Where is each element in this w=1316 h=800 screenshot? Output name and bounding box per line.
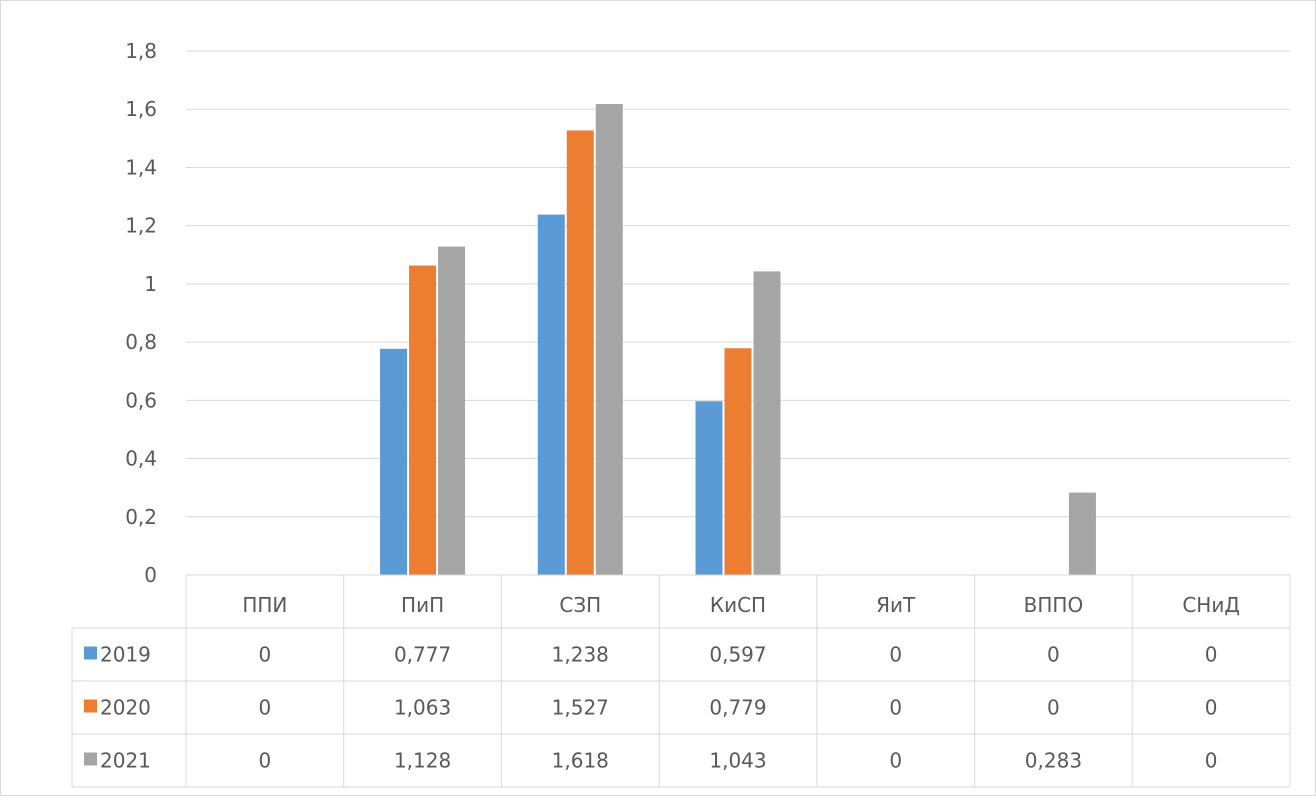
data-table-value: 0,283 [1025,749,1082,773]
bar-2020-СЗП [566,130,594,575]
x-category-label: СЗП [559,593,601,617]
y-tick-label: 1 [144,272,157,296]
legend-key-2019 [84,646,97,660]
data-table-value: 1,238 [552,643,609,667]
y-tick-label: 0,6 [125,388,157,412]
data-table-value: 0 [1205,643,1218,667]
data-table-value: 0,779 [709,696,766,720]
data-table-value: 1,128 [394,749,451,773]
bar-2021-ВППО [1068,492,1096,575]
data-table-value: 0 [258,643,271,667]
gridlines [186,50,1290,518]
x-category-label: СНиД [1182,593,1240,617]
bar-2020-ПиП [409,265,437,575]
legend-series-name: 2020 [100,696,151,720]
data-table-value: 0 [889,696,902,720]
data-table-value: 0 [1047,643,1060,667]
data-table: ППИ ПиП СЗП КиСП ЯиТ ВППО СНиД 2019 0 0,777 1,238 0… [71,574,1291,788]
x-category-label: ЯиТ [876,593,916,617]
data-table-value: 0,597 [709,643,766,667]
x-category-label: КиСП [710,593,766,617]
y-tick-label: 0,4 [125,447,157,471]
data-table-value: 1,618 [552,749,609,773]
x-category-label: ПиП [401,593,444,617]
legend-key-2020 [84,699,97,713]
bar-2019-КиСП [695,401,723,575]
bar-2019-СЗП [537,214,565,576]
data-table-value: 0 [1205,749,1218,773]
data-table-value: 1,527 [552,696,609,720]
bar-2019-ПиП [380,348,408,575]
x-category-label: ВППО [1024,593,1084,617]
data-table-value: 0 [1047,696,1060,720]
bar-2021-ПиП [438,246,466,576]
legend-series-name: 2021 [100,749,151,773]
data-table-value: 1,043 [709,749,766,773]
y-tick-label: 1,6 [125,97,157,121]
y-tick-label: 1,2 [125,214,157,238]
data-table-value: 0 [258,749,271,773]
data-table-value: 0 [258,696,271,720]
legend-key-2021 [84,752,97,766]
data-table-value: 0 [889,749,902,773]
y-tick-label: 0 [144,563,157,587]
bars [380,103,1096,576]
data-table-value: 0 [889,643,902,667]
y-tick-label: 0,8 [125,330,157,354]
bar-2020-КиСП [724,348,752,575]
data-table-value: 0 [1205,696,1218,720]
data-table-value: 1,063 [394,696,451,720]
y-tick-label: 1,4 [125,155,157,179]
y-axis-tick-labels: 0 0,2 0,4 0,6 0,8 1 1,2 1,4 1,6 1,8 [125,39,157,587]
y-tick-label: 0,2 [125,505,157,529]
y-tick-label: 1,8 [125,39,157,63]
legend-series-name: 2019 [100,643,151,667]
x-category-label: ППИ [242,593,287,617]
bar-2021-КиСП [753,271,781,575]
bar-2021-СЗП [595,103,623,575]
data-table-value: 0,777 [394,643,451,667]
